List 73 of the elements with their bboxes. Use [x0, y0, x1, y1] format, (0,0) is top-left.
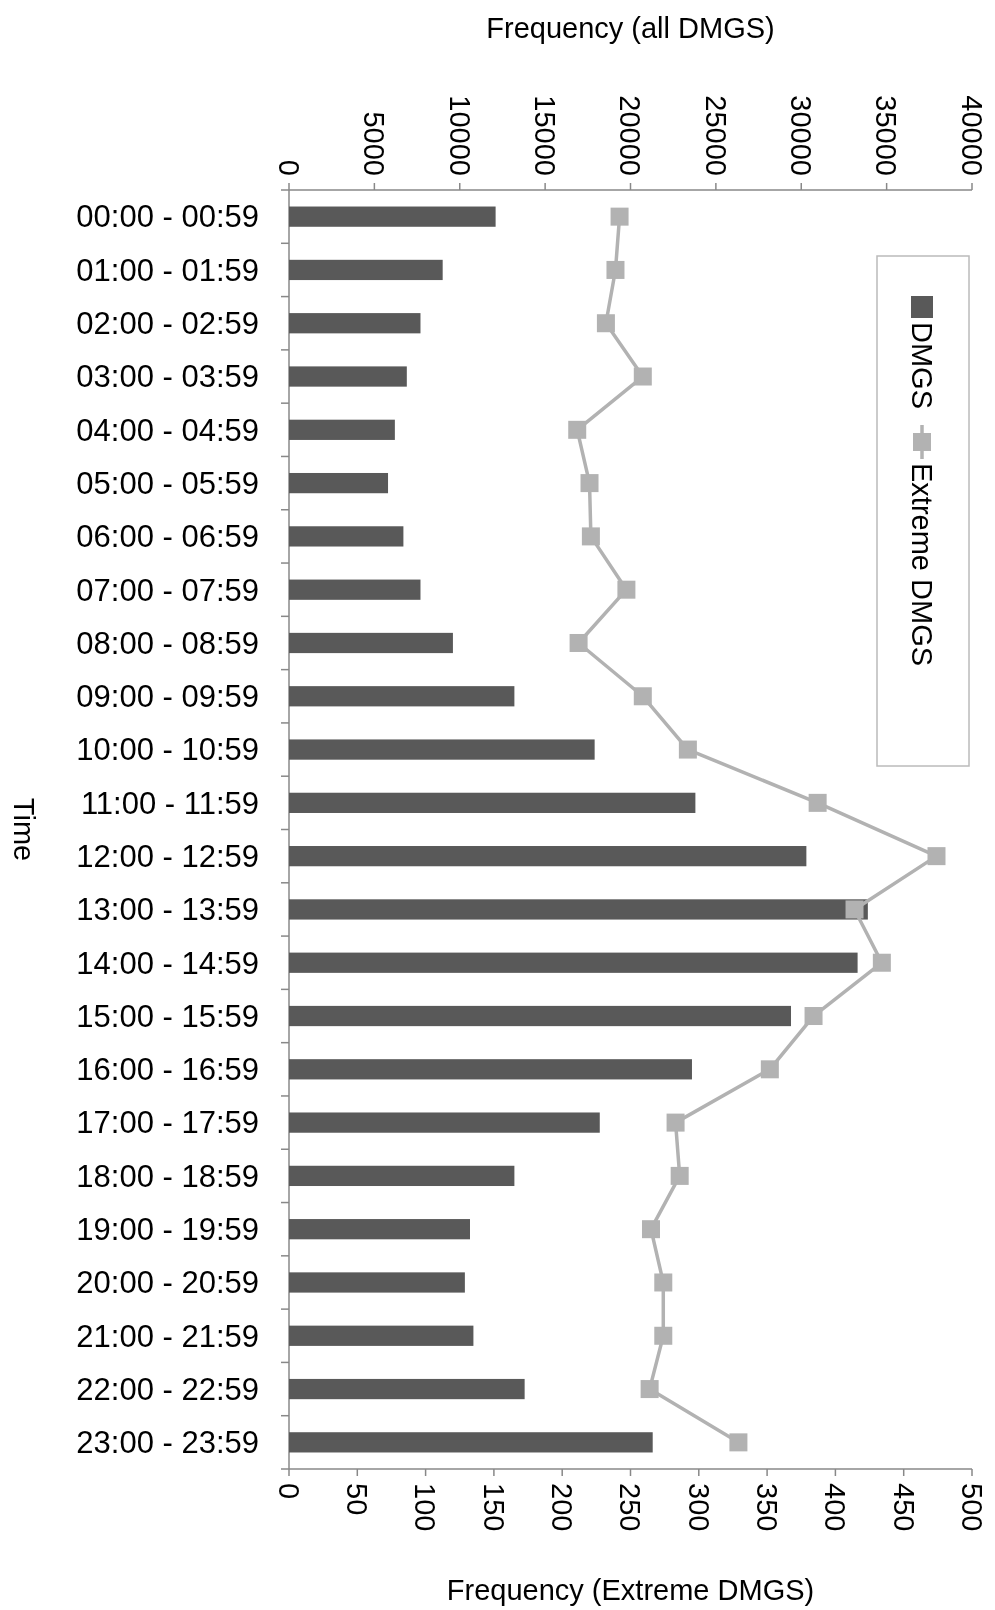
point — [569, 633, 588, 652]
point — [760, 1060, 779, 1079]
x-tick-label: 350 — [750, 1483, 783, 1532]
point — [633, 687, 652, 706]
x-tick-label: 450 — [887, 1483, 920, 1532]
point — [640, 1380, 659, 1399]
point — [633, 367, 652, 386]
x-tick-label: 50 — [341, 1483, 374, 1516]
y-tick-label: 05:00 - 05:59 — [76, 465, 259, 501]
y-tick-label: 11:00 - 11:59 — [80, 785, 259, 821]
x-tick-label: 200 — [546, 1483, 579, 1532]
legend-label: Extreme DMGS — [905, 463, 938, 667]
y-tick-label: 23:00 - 23:59 — [76, 1425, 259, 1461]
y-axis-title: Time — [8, 797, 40, 862]
y-tick-label: 16:00 - 16:59 — [76, 1052, 259, 1088]
y-tick-label: 10:00 - 10:59 — [76, 732, 259, 768]
x-tick-label: 400 — [819, 1483, 852, 1532]
y-tick-label: 01:00 - 01:59 — [76, 252, 259, 288]
y-tick-label: 17:00 - 17:59 — [76, 1105, 259, 1141]
x-tick-label: 0 — [272, 1483, 305, 1500]
y-tick-label: 19:00 - 19:59 — [76, 1212, 259, 1248]
y-tick-label: 02:00 - 02:59 — [76, 306, 259, 342]
point — [654, 1273, 673, 1292]
x2-tick-label: 20000 — [614, 95, 647, 176]
y-tick-label: 04:00 - 04:59 — [76, 412, 259, 448]
point — [670, 1166, 689, 1185]
point — [729, 1433, 748, 1452]
point — [581, 527, 600, 546]
y-tick-label: 21:00 - 21:59 — [76, 1318, 259, 1354]
y-tick-label: 15:00 - 15:59 — [76, 998, 259, 1034]
y-tick-label: 09:00 - 09:59 — [76, 679, 259, 715]
y-tick-label: 14:00 - 14:59 — [76, 945, 259, 981]
y-tick-label: 22:00 - 22:59 — [76, 1371, 259, 1407]
x2-tick-label: 0 — [272, 159, 305, 176]
x-tick-label: 300 — [682, 1483, 715, 1532]
point — [927, 847, 946, 866]
x2-tick-label: 35000 — [870, 95, 903, 176]
y-tick-label: 06:00 - 06:59 — [76, 519, 259, 555]
y-tick-label: 08:00 - 08:59 — [76, 625, 259, 661]
point — [606, 260, 625, 279]
x-tick-label: 150 — [477, 1483, 510, 1532]
point — [872, 953, 891, 972]
y-tick-label: 13:00 - 13:59 — [76, 892, 259, 928]
point — [678, 740, 697, 759]
y-tick-label: 18:00 - 18:59 — [76, 1158, 259, 1194]
x2-tick-label: 25000 — [699, 95, 732, 176]
y-tick-label: 00:00 - 00:59 — [76, 199, 259, 235]
point — [580, 474, 599, 493]
point — [568, 420, 587, 439]
x2-axis-title: Frequency (all DMGS) — [486, 12, 775, 44]
x-tick-label: 250 — [614, 1483, 647, 1532]
point — [666, 1113, 685, 1132]
x-tick-label: 500 — [955, 1483, 988, 1532]
x-axis-title: Frequency (Extreme DMGS) — [446, 1574, 815, 1606]
x2-tick-label: 5000 — [358, 111, 391, 176]
x2-tick-label: 15000 — [528, 95, 561, 176]
point — [804, 1007, 823, 1026]
point — [845, 900, 864, 919]
point — [596, 314, 615, 333]
y-tick-label: 07:00 - 07:59 — [76, 572, 259, 608]
y-tick-label: 20:00 - 20:59 — [76, 1265, 259, 1301]
point — [654, 1326, 673, 1345]
y-tick-label: 12:00 - 12:59 — [76, 839, 259, 874]
legend-label: DMGS — [905, 322, 938, 409]
point — [808, 793, 827, 812]
y-tick-label: 03:00 - 03:59 — [76, 359, 259, 395]
point — [641, 1220, 660, 1239]
x2-tick-label: 40000 — [955, 95, 988, 176]
x2-tick-label: 10000 — [443, 95, 476, 176]
x2-tick-label: 30000 — [785, 95, 818, 176]
point — [617, 580, 636, 599]
point — [610, 207, 629, 226]
x-tick-label: 100 — [409, 1483, 442, 1532]
